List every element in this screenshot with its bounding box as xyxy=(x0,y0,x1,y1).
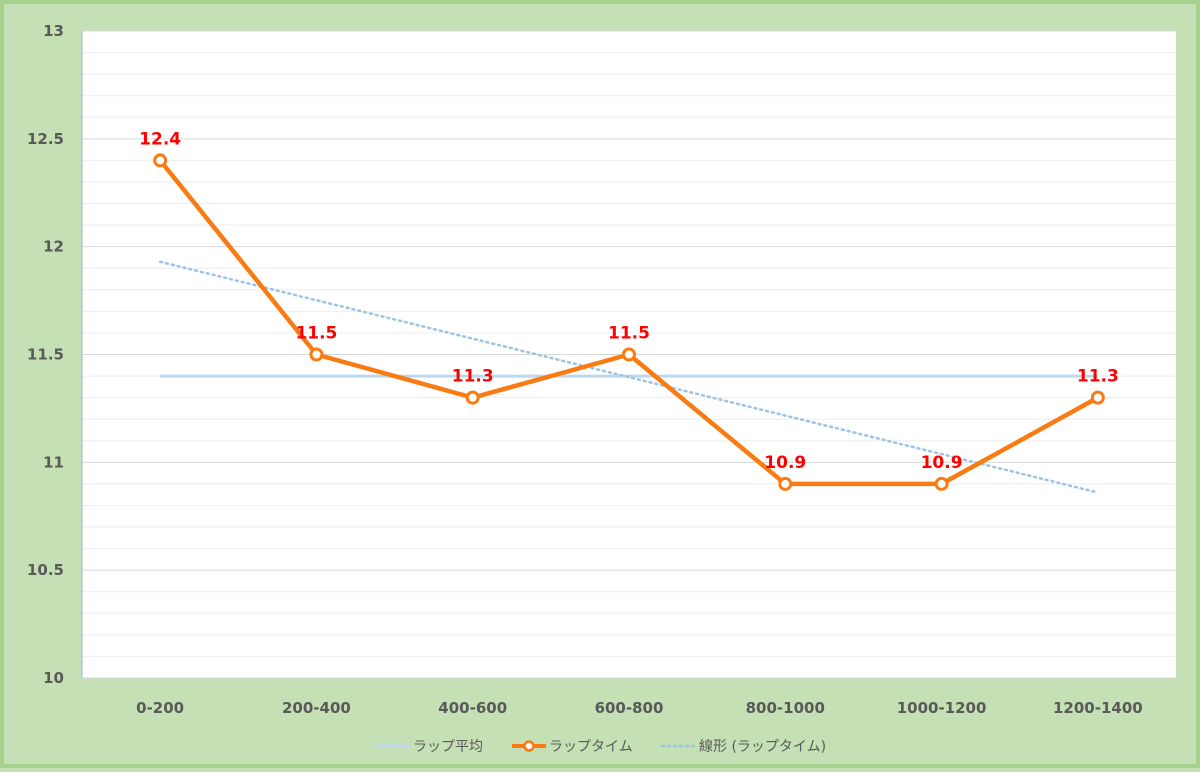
data-point-marker xyxy=(153,153,168,168)
data-label: 11.5 xyxy=(608,324,650,344)
x-tick-label: 1000-1200 xyxy=(897,699,987,717)
series-line-trend xyxy=(158,260,1100,494)
data-point-marker xyxy=(778,476,793,491)
data-point-marker xyxy=(465,390,480,405)
y-tick-label: 10 xyxy=(43,669,64,687)
line-chart: 10 10.5 11 11.5 12 12.5 13 0-200 200-400 400-600 6… xyxy=(27,22,1176,755)
legend-label-trend: 線形 (ラップタイム) xyxy=(699,739,826,755)
y-tick-label: 11.5 xyxy=(27,346,64,364)
x-tick-label: 0-200 xyxy=(136,699,184,717)
y-tick-label: 12 xyxy=(43,238,64,256)
data-label: 10.9 xyxy=(764,453,806,473)
y-tick-label: 11 xyxy=(43,453,64,471)
data-point-marker xyxy=(622,347,636,362)
data-label: 11.5 xyxy=(295,324,337,344)
legend-marker-laptime xyxy=(523,740,535,752)
x-tick-label: 1200-1400 xyxy=(1053,699,1143,717)
x-tick-label: 600-800 xyxy=(595,699,664,717)
x-tick-label: 400-600 xyxy=(438,699,507,717)
data-label: 11.3 xyxy=(1077,367,1119,387)
data-label: 12.4 xyxy=(139,129,181,149)
legend-label-average: ラップ平均 xyxy=(413,739,483,755)
x-tick-label: 200-400 xyxy=(282,699,351,717)
y-tick-label: 10.5 xyxy=(27,561,64,579)
y-tick-label: 12.5 xyxy=(27,130,64,148)
data-point-marker xyxy=(1090,390,1105,405)
legend-label-laptime: ラップタイム xyxy=(549,739,633,755)
data-label: 11.3 xyxy=(452,367,494,387)
data-label: 10.9 xyxy=(921,453,963,473)
x-tick-label: 800-1000 xyxy=(746,699,825,717)
data-point-marker xyxy=(934,476,949,491)
y-tick-label: 13 xyxy=(43,22,64,40)
data-point-marker xyxy=(309,347,324,362)
